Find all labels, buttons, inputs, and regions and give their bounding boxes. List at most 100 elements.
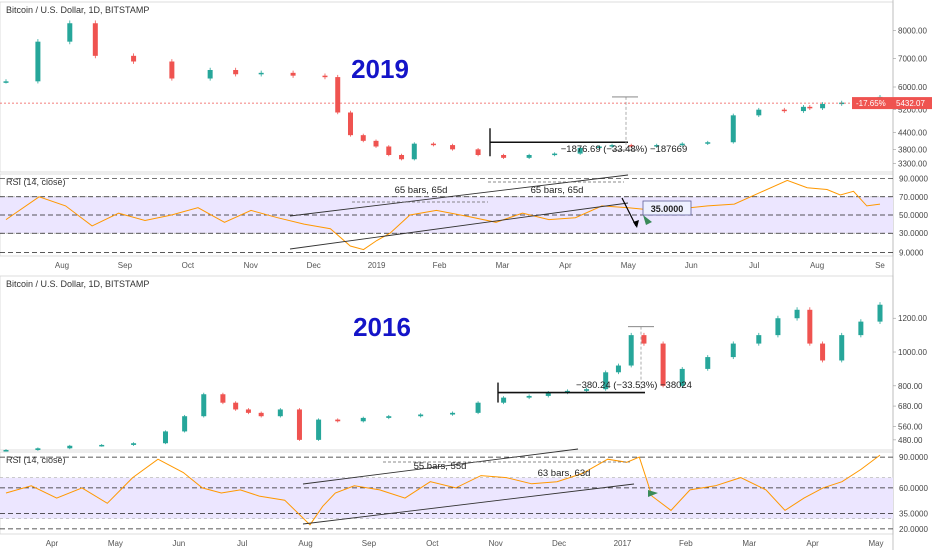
rsi-flag-icon — [643, 215, 652, 225]
candle-body — [730, 343, 736, 358]
x-tick-label: Mar — [496, 261, 510, 270]
candle-body — [839, 335, 845, 361]
x-tick-label: Apr — [806, 539, 819, 548]
rsi-tick-label: 50.0000 — [899, 211, 928, 220]
candle-body — [386, 146, 392, 155]
rsi-channel-upper — [302, 448, 579, 485]
bars-label-2: 63 bars, 63d — [538, 468, 591, 479]
candle-body — [296, 409, 302, 440]
rsi-channel-upper — [289, 174, 629, 217]
candle-body — [564, 390, 570, 393]
y-tick-label: 480.00 — [898, 436, 923, 445]
x-tick-label: Feb — [433, 261, 447, 270]
candle-body — [858, 321, 864, 336]
candle-body — [756, 109, 762, 116]
y-tick-label: 3300.00 — [898, 160, 927, 169]
candle-body — [430, 143, 436, 146]
candle-body — [335, 77, 341, 113]
candle-body — [316, 419, 322, 440]
candle-body — [475, 149, 481, 155]
x-tick-label: May — [621, 261, 636, 270]
candle-body — [615, 365, 621, 373]
candle-body — [360, 417, 366, 422]
x-tick-label: Apr — [46, 539, 59, 548]
candle-body — [526, 395, 532, 398]
candle-body — [169, 61, 175, 79]
rsi-tick-bg — [897, 228, 932, 239]
x-tick-label: 2017 — [614, 539, 632, 548]
candle-body — [35, 448, 41, 450]
candle-body — [258, 72, 264, 75]
rsi-tick-label: 9.0000 — [899, 248, 924, 257]
x-tick-label: Aug — [810, 261, 824, 270]
candle-body — [596, 146, 602, 148]
candle-body — [654, 145, 660, 147]
rsi-tick-bg — [897, 247, 932, 258]
y-tick-label: 800.00 — [898, 382, 923, 391]
candle-body — [258, 412, 264, 417]
bars-label-1: 55 bars, 55d — [414, 461, 467, 472]
rsi-band — [0, 477, 893, 519]
x-tick-label: Dec — [552, 539, 566, 548]
x-tick-label: Sep — [118, 261, 133, 270]
candle-body — [526, 155, 532, 158]
candle-body — [3, 81, 9, 83]
rsi-tick-bg — [897, 173, 932, 184]
rsi-channel-lower — [302, 483, 635, 525]
candle-body — [322, 75, 328, 78]
bars-label-2: 65 bars, 65d — [531, 185, 584, 196]
candle-body — [201, 394, 207, 417]
rsi-title-3: RSI (14, close) — [6, 455, 66, 465]
rsi-line — [5, 454, 881, 526]
last-price-badge — [852, 97, 932, 110]
pane-frame-0 — [0, 1, 894, 173]
year-label-0: 2019 — [351, 54, 409, 84]
rsi-tick-label: 60.0000 — [899, 484, 928, 493]
candle-body — [99, 444, 105, 447]
candle-body — [131, 443, 137, 445]
candle-body — [730, 115, 736, 143]
candle-body — [290, 72, 296, 76]
rsi-channel-lower — [289, 202, 629, 250]
forecast-arrow — [621, 197, 637, 227]
y-tick-label: 1000.00 — [898, 348, 927, 357]
x-tick-label: Nov — [244, 261, 258, 270]
candle-body — [628, 335, 634, 366]
symbol-title-2: Bitcoin / U.S. Dollar, 1D, BITSTAMP — [6, 279, 149, 289]
candle-body — [347, 112, 353, 136]
candle-body — [609, 145, 615, 147]
candle-body — [705, 357, 711, 369]
x-tick-label: Oct — [426, 539, 439, 548]
candle-body — [552, 153, 558, 156]
rsi-title-1: RSI (14, close) — [6, 177, 66, 187]
candle-body — [641, 335, 647, 344]
candle-body — [220, 394, 226, 403]
y-tick-label: 3800.00 — [898, 145, 927, 154]
rsi-flag-label: 35.0000 — [651, 204, 684, 214]
x-tick-label: Jun — [685, 261, 698, 270]
rsi-tick-bg — [897, 508, 932, 519]
x-tick-label: May — [868, 539, 883, 548]
x-tick-label: Mar — [742, 539, 756, 548]
candle-body — [162, 431, 168, 444]
candle-body — [386, 416, 392, 418]
x-tick-label: Aug — [55, 261, 69, 270]
bars-label-1: 65 bars, 65d — [395, 185, 448, 196]
y-tick-label: 680.00 — [898, 402, 923, 411]
symbol-title-0: Bitcoin / U.S. Dollar, 1D, BITSTAMP — [6, 5, 149, 15]
candle-body — [418, 414, 424, 417]
x-tick-label: May — [108, 539, 123, 548]
candle-body — [245, 409, 251, 413]
y-tick-label: 5200.00 — [898, 106, 927, 115]
x-tick-label: Nov — [489, 539, 503, 548]
x-tick-label: Feb — [679, 539, 693, 548]
candle-body — [360, 135, 366, 141]
rsi-tick-bg — [897, 191, 932, 202]
candle-body — [545, 392, 551, 396]
last-price-value: 5432.07 — [896, 99, 925, 108]
candle-body — [92, 23, 98, 56]
x-tick-label: Jun — [172, 539, 185, 548]
forecast-arrowhead — [633, 220, 639, 228]
measure-label-0: −1876.69 (−33.48%) −187669 — [561, 144, 688, 155]
rsi-tick-label: 90.0000 — [899, 453, 928, 462]
